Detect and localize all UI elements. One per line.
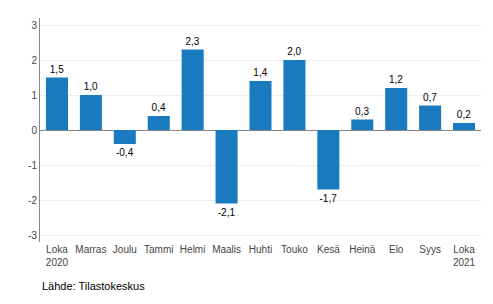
svg-text:Marras: Marras — [75, 244, 106, 255]
svg-text:Tammi: Tammi — [144, 244, 173, 255]
svg-text:Joulu: Joulu — [113, 244, 137, 255]
svg-text:3: 3 — [31, 20, 37, 31]
svg-text:-1,7: -1,7 — [320, 193, 338, 204]
svg-text:1: 1 — [31, 90, 37, 101]
svg-text:Helmi: Helmi — [180, 244, 206, 255]
svg-text:Huhti: Huhti — [249, 244, 272, 255]
svg-text:Loka2021: Loka2021 — [453, 244, 476, 268]
svg-text:2: 2 — [31, 55, 37, 66]
svg-text:-2: -2 — [28, 195, 37, 206]
svg-text:0,7: 0,7 — [423, 92, 437, 103]
svg-text:1,0: 1,0 — [84, 81, 98, 92]
svg-text:1,4: 1,4 — [253, 67, 267, 78]
svg-text:Elo: Elo — [389, 244, 404, 255]
svg-text:-1: -1 — [28, 160, 37, 171]
svg-text:0: 0 — [31, 125, 37, 136]
svg-text:0,2: 0,2 — [457, 109, 471, 120]
svg-text:0,4: 0,4 — [152, 102, 166, 113]
svg-text:Heinä: Heinä — [349, 244, 376, 255]
svg-text:1,2: 1,2 — [389, 74, 403, 85]
svg-text:Touko: Touko — [281, 244, 308, 255]
svg-text:Loka2020: Loka2020 — [46, 244, 69, 268]
svg-text:-3: -3 — [28, 230, 37, 241]
svg-text:Kesä: Kesä — [317, 244, 340, 255]
svg-text:0,3: 0,3 — [355, 106, 369, 117]
svg-text:2,0: 2,0 — [287, 46, 301, 57]
svg-text:Syys: Syys — [419, 244, 441, 255]
svg-text:Maalis: Maalis — [212, 244, 241, 255]
svg-text:2,3: 2,3 — [185, 36, 199, 47]
svg-text:1,5: 1,5 — [50, 64, 64, 75]
svg-text:-0,4: -0,4 — [116, 147, 134, 158]
svg-text:-2,1: -2,1 — [218, 207, 236, 218]
svg-text:Lähde: Tilastokeskus: Lähde: Tilastokeskus — [42, 280, 145, 292]
